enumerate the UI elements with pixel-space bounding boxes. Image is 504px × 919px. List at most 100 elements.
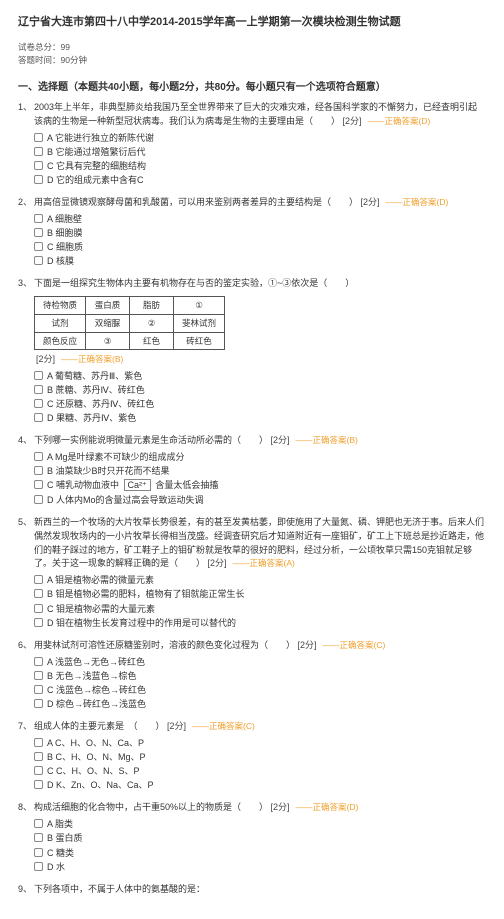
checkbox-icon[interactable] [34,589,43,598]
q3-t-r1c1: 待检物质 [35,297,86,315]
q4-opt-c-post: 含量太低会抽搐 [155,480,218,490]
q4-options: A Mg是叶绿素不可缺少的组成成分 B 油菜缺少B时只开花而不结果 C 哺乳动物… [34,451,486,506]
question-6: 6、 用斐林试剂可溶性还原糖鉴别时，溶液的颜色变化过程为（ ） [2分]——正确… [18,639,486,712]
q7-num: 7、 [18,720,34,793]
q3-t-r3c3: 红色 [130,332,174,350]
q7-options: A C、H、O、N、Ca、P B C、H、O、N、Mg、P C C、H、O、N、… [34,737,486,792]
question-5: 5、 新西兰的一个牧场的大片牧草长势很差，有的甚至发黄枯萎，即使施用了大量氮、磷… [18,516,486,631]
page-title: 辽宁省大连市第四十八中学2014-2015学年高一上学期第一次模块检测生物试题 [18,14,486,31]
checkbox-icon[interactable] [34,399,43,408]
q3-opt-d: D 果糖、苏丹Ⅳ、紫色 [47,412,486,425]
checkbox-icon[interactable] [34,256,43,265]
q1-num: 1、 [18,101,34,188]
q2-stem: 用高倍显微镜观察酵母菌和乳酸菌，可以用来鉴别两者差异的主要结构是（ ） [2分]… [34,196,486,210]
checkbox-icon[interactable] [34,413,43,422]
q8-stem-text: 构成活细胞的化合物中，占干重50%以上的物质是（ ） [34,802,268,812]
q7-score: [2分] [167,721,186,731]
checkbox-icon[interactable] [34,819,43,828]
q6-opt-a: A 浅蓝色→无色→砖红色 [47,656,486,669]
checkbox-icon[interactable] [34,862,43,871]
checkbox-icon[interactable] [34,833,43,842]
checkbox-icon[interactable] [34,699,43,708]
q1-opt-d: D 它的组成元素中含有C [47,174,486,187]
q3-stem: 下面是一组探究生物体内主要有机物存在与否的鉴定实验，①~③依次是（ ） [34,277,486,291]
checkbox-icon[interactable] [34,495,43,504]
q3-score: [2分] [36,354,55,364]
q2-score: [2分] [361,197,380,207]
question-8: 8、 构成活细胞的化合物中，占干重50%以上的物质是（ ） [2分] ——正确答案… [18,801,486,874]
checkbox-icon[interactable] [34,738,43,747]
checkbox-icon[interactable] [34,228,43,237]
q2-opt-a: A 细胞壁 [47,213,486,226]
q2-opt-b: B 细胞膜 [47,227,486,240]
checkbox-icon[interactable] [34,133,43,142]
checkbox-icon[interactable] [34,452,43,461]
q1-stem: 2003年上半年，非典型肺炎给我国乃至全世界带来了巨大的灾难灾难，经各国科学家的… [34,101,486,129]
checkbox-icon[interactable] [34,371,43,380]
q4-opt-c-pre: C 哺乳动物血液中 [47,480,119,490]
meta-score: 试卷总分：99 [18,41,486,55]
checkbox-icon[interactable] [34,618,43,627]
question-4: 4、 下列哪一实例能说明微量元素是生命活动所必需的（ ） [2分]——正确答案(… [18,434,486,507]
checkbox-icon[interactable] [34,685,43,694]
q6-opt-b: B 无色→浅蓝色→棕色 [47,670,486,683]
checkbox-icon[interactable] [34,848,43,857]
checkbox-icon[interactable] [34,780,43,789]
q8-num: 8、 [18,801,34,874]
checkbox-icon[interactable] [34,671,43,680]
q8-score: [2分] [271,802,290,812]
checkbox-icon[interactable] [34,385,43,394]
q6-stem: 用斐林试剂可溶性还原糖鉴别时，溶液的颜色变化过程为（ ） [2分]——正确答案(… [34,639,486,653]
q3-num: 3、 [18,277,34,426]
checkbox-icon[interactable] [34,147,43,156]
q7-stem-text: 组成人体的主要元素是 （ ） [34,721,165,731]
checkbox-icon[interactable] [34,752,43,761]
q1-opt-a: A 它能进行独立的新陈代谢 [47,132,486,145]
q3-opt-a: A 葡萄糖、苏丹Ⅲ、紫色 [47,370,486,383]
q3-t-r2c2: 双缩脲 [86,314,130,332]
checkbox-icon[interactable] [34,766,43,775]
checkbox-icon[interactable] [34,242,43,251]
q9-num: 9、 [18,883,34,897]
q3-answer: ——正确答案(B) [61,354,123,364]
q6-opt-c: C 浅蓝色→棕色→砖红色 [47,684,486,697]
q8-answer: ——正确答案(D) [296,802,359,812]
q4-score: [2分] [271,435,290,445]
q7-opt-d: D K、Zn、O、Na、Ca、P [47,779,486,792]
question-3: 3、 下面是一组探究生物体内主要有机物存在与否的鉴定实验，①~③依次是（ ） 待… [18,277,486,426]
question-9: 9、 下列各项中，不属于人体中的氨基酸的是： [18,883,486,897]
checkbox-icon[interactable] [34,575,43,584]
q4-opt-c: C 哺乳动物血液中 Ca²⁺ 含量太低会抽搐 [47,479,486,492]
q8-options: A 脂类 B 蛋白质 C 糖类 D 水 [34,818,486,873]
q2-opt-d: D 核膜 [47,255,486,268]
q5-answer: ——正确答案(A) [233,558,295,568]
q7-answer: ——正确答案(C) [192,721,255,731]
q1-opt-c: C 它具有完整的细胞结构 [47,160,486,173]
q5-options: A 钼是植物必需的微量元素 B 钼是植物必需的肥料，植物有了钼就能正常生长 C … [34,574,486,629]
q4-opt-b: B 油菜缺少B时只开花而不结果 [47,465,486,478]
question-2: 2、 用高倍显微镜观察酵母菌和乳酸菌，可以用来鉴别两者差异的主要结构是（ ） [… [18,196,486,269]
q1-score: [2分] [343,116,362,126]
q6-answer: ——正确答案(C) [323,640,386,650]
q7-stem: 组成人体的主要元素是 （ ） [2分] ——正确答案(C) [34,720,486,734]
q1-answer: ——正确答案(D) [368,116,431,126]
checkbox-icon[interactable] [34,604,43,613]
checkbox-icon[interactable] [34,175,43,184]
q1-options: A 它能进行独立的新陈代谢 B 它能通过增殖繁衍后代 C 它具有完整的细胞结构 … [34,132,486,187]
q8-opt-d: D 水 [47,861,486,874]
q6-score: [2分] [298,640,317,650]
checkbox-icon[interactable] [34,214,43,223]
q7-opt-c: C C、H、O、N、S、P [47,765,486,778]
q5-opt-c: C 钼是植物必需的大量元素 [47,603,486,616]
q3-t-r3c2: ③ [86,332,130,350]
meta-score-value: 99 [61,42,70,52]
q5-opt-a: A 钼是植物必需的微量元素 [47,574,486,587]
meta-score-label: 试卷总分： [18,42,61,52]
checkbox-icon[interactable] [34,480,43,489]
q8-opt-b: B 蛋白质 [47,832,486,845]
checkbox-icon[interactable] [34,466,43,475]
checkbox-icon[interactable] [34,657,43,666]
q3-t-r2c1: 试剂 [35,314,86,332]
q3-opt-c: C 还原糖、苏丹Ⅳ、砖红色 [47,398,486,411]
checkbox-icon[interactable] [34,161,43,170]
